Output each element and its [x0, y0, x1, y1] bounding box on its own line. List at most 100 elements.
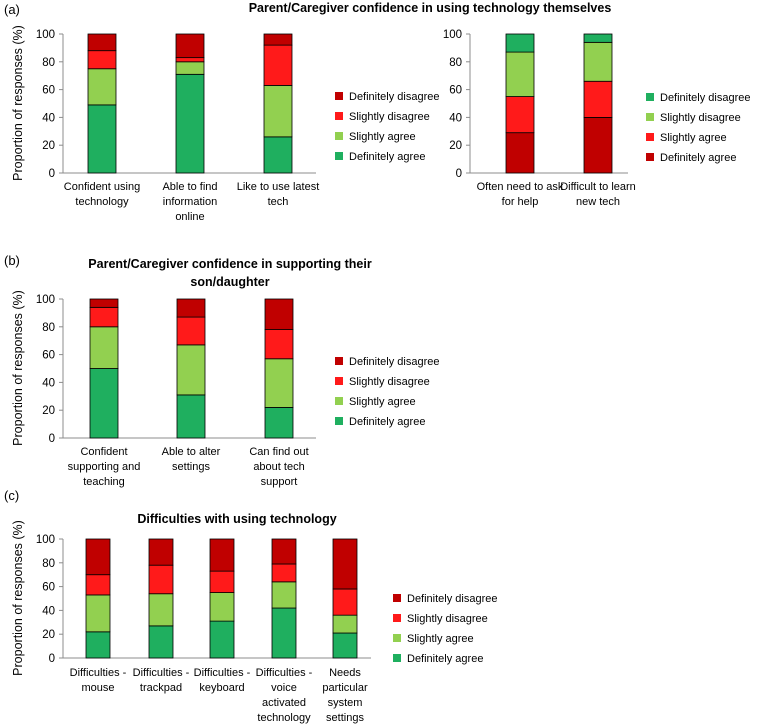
bar-segment-slightly-agree — [332, 614, 358, 634]
legend-swatch — [335, 112, 343, 120]
x-tick-label-line: Able to find — [162, 181, 217, 193]
bar-segment-slightly-agree — [87, 68, 117, 106]
x-tick-label-line: technology — [257, 712, 311, 724]
bar-segment-definitely-agree — [332, 632, 358, 659]
bar-segment-slightly-disagree — [89, 306, 119, 328]
x-tick-label: Like to use latest tech — [237, 181, 320, 208]
x-tick-label-line: Difficult to learn — [560, 181, 636, 193]
x-tick-label-line: supporting and — [68, 461, 141, 473]
bar-segment-slightly-agree — [89, 326, 119, 369]
bar-segment-slightly-disagree — [263, 44, 293, 86]
bar-segment-slightly-disagree — [505, 51, 535, 97]
x-tick-label-line: Difficulties - — [256, 667, 313, 679]
bar-segment-slightly-disagree — [85, 574, 111, 596]
y-tick-label: 20 — [42, 629, 55, 641]
x-tick-label: Able to alter settings — [162, 446, 221, 473]
bar-segment-slightly-agree — [264, 358, 294, 408]
x-tick-label: Difficulties - keyboard — [194, 667, 251, 694]
bar-segment-slightly-agree — [176, 344, 206, 396]
x-tick-label: Can find out about tech support — [249, 446, 308, 488]
x-tick-label-line: for help — [502, 196, 539, 208]
legend-swatch — [393, 594, 401, 602]
panel-label-b: (b) — [4, 253, 20, 268]
bar-segment-slightly-agree — [175, 61, 205, 75]
legend-label: Definitely disagree — [660, 92, 751, 104]
y-tick-label: 20 — [449, 140, 462, 152]
x-tick-label-line: Able to alter — [162, 446, 221, 458]
chart-title-b-line1: Parent/Caregiver confidence in supportin… — [88, 257, 372, 271]
legend-label: Definitely agree — [407, 653, 483, 665]
x-tick-label: Difficulties - trackpad — [133, 667, 190, 694]
y-axis-title-c: Proportion of responses (%) — [11, 520, 25, 676]
bar-segment-definitely-agree — [87, 104, 117, 174]
chart-title-c: Difficulties with using technology — [137, 512, 336, 526]
x-tick-label: Confident supporting and teaching — [68, 446, 141, 488]
legend-label: Definitely disagree — [349, 91, 440, 103]
bar-segment-definitely-agree — [583, 117, 613, 174]
legend-label: Slightly agree — [407, 633, 474, 645]
bar-segment-slightly-disagree — [271, 563, 297, 583]
legend-label: Definitely disagree — [407, 593, 498, 605]
bar-segment-slightly-disagree — [148, 564, 174, 595]
legend-label: Definitely agree — [349, 416, 425, 428]
x-tick-label-line: system — [328, 697, 363, 709]
bar-segment-slightly-disagree — [175, 57, 205, 63]
bar-segment-definitely-disagree — [209, 538, 235, 572]
bar-segment-definitely-disagree — [176, 298, 206, 318]
bar-segment-slightly-agree — [263, 85, 293, 138]
x-tick-label: Needs particular system settings — [322, 667, 368, 724]
legend-label: Slightly disagree — [349, 376, 430, 388]
y-tick-label: 0 — [456, 168, 462, 180]
y-tick-label: 60 — [42, 350, 55, 362]
y-tick-label: 0 — [49, 433, 55, 445]
y-tick-label: 0 — [49, 653, 55, 665]
bar-segment-definitely-disagree — [175, 33, 205, 59]
x-tick-label-line: particular — [322, 682, 368, 694]
x-tick-label-line: information — [163, 196, 217, 208]
legend-swatch — [335, 92, 343, 100]
legend-swatch — [335, 357, 343, 365]
bar-segment-slightly-agree — [583, 80, 613, 118]
x-tick-label-line: Difficulties - — [70, 667, 127, 679]
y-tick-label: 100 — [36, 294, 55, 306]
y-tick-label: 20 — [42, 405, 55, 417]
x-tick-label-line: activated — [262, 697, 306, 709]
x-tick-label: Difficult to learn new tech — [560, 181, 636, 208]
bar-segment-definitely-disagree — [87, 33, 117, 52]
bar-segment-slightly-agree — [505, 96, 535, 134]
y-tick-label: 0 — [49, 168, 55, 180]
bar-segment-definitely-agree — [85, 631, 111, 659]
x-tick-label-line: mouse — [81, 682, 114, 694]
x-tick-label-line: Needs — [329, 667, 361, 679]
x-tick-label: Able to find information online — [162, 181, 217, 223]
x-tick-label-line: teaching — [83, 476, 125, 488]
legend-swatch — [646, 133, 654, 141]
x-tick-label-line: trackpad — [140, 682, 182, 694]
legend-swatch — [646, 93, 654, 101]
x-tick-label: Difficulties - voice activated technology — [256, 667, 313, 724]
legend-swatch — [646, 113, 654, 121]
legend-swatch — [393, 654, 401, 662]
legend-swatch — [393, 634, 401, 642]
bar-segment-slightly-agree — [271, 581, 297, 609]
bar-segment-slightly-disagree — [264, 329, 294, 360]
bar-segment-slightly-agree — [85, 594, 111, 633]
bar-segment-slightly-disagree — [332, 588, 358, 616]
y-axis-title-a1: Proportion of responses (%) — [11, 25, 25, 181]
y-tick-label: 60 — [42, 85, 55, 97]
legend-label: Definitely agree — [660, 152, 736, 164]
legend-swatch — [335, 132, 343, 140]
legend-label: Slightly disagree — [660, 112, 741, 124]
x-tick-label-line: Can find out — [249, 446, 308, 458]
bar-segment-definitely-disagree — [263, 33, 293, 46]
y-tick-label: 100 — [443, 29, 462, 41]
bar-segment-definitely-disagree — [89, 298, 119, 308]
bar-segment-definitely-disagree — [271, 538, 297, 565]
legend-swatch — [335, 152, 343, 160]
bar-segment-definitely-agree — [264, 407, 294, 439]
x-tick-label-line: new tech — [576, 196, 620, 208]
bar-segment-definitely-agree — [271, 607, 297, 659]
y-tick-label: 100 — [36, 29, 55, 41]
y-tick-label: 40 — [42, 605, 55, 617]
x-tick-label-line: Like to use latest — [237, 181, 320, 193]
